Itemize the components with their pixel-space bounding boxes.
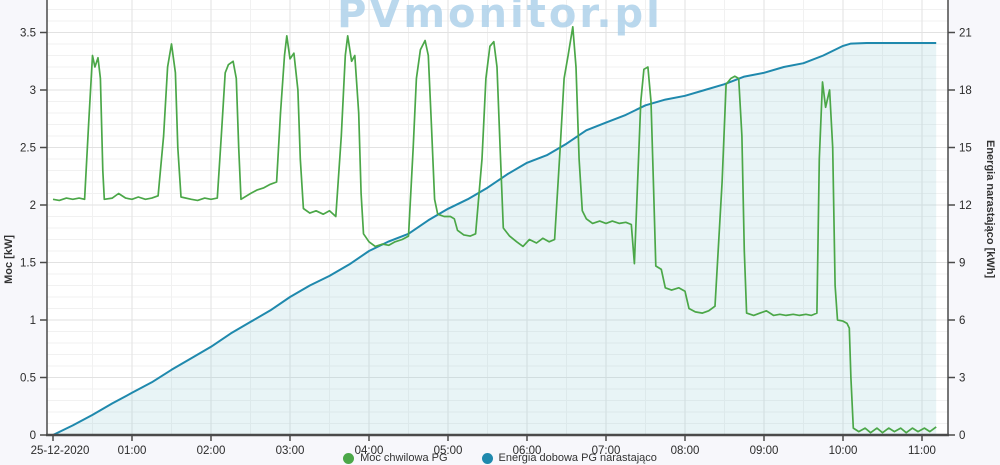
legend-item-energy[interactable]: Energia dobowa PG narastająco xyxy=(481,452,657,464)
left-tick-label: 3 xyxy=(30,85,36,97)
chart-legend: Moc chwilowa PG Energia dobowa PG narast… xyxy=(0,452,1000,464)
energy-area-fill xyxy=(53,43,937,435)
x-tick-label: 04:00 xyxy=(355,445,384,457)
power-line-series xyxy=(52,25,937,434)
power-series-dot-icon xyxy=(343,452,355,464)
left-axis-title: Moc [kW] xyxy=(3,235,15,284)
x-tick-label: 25-12-2020 xyxy=(31,445,90,457)
energy-line-series xyxy=(52,42,937,436)
left-tick-label: 2.5 xyxy=(20,143,36,155)
right-tick-label: 21 xyxy=(959,28,972,40)
left-tick-label: 2 xyxy=(30,200,36,212)
left-tick-label: 1.5 xyxy=(20,258,36,270)
x-tick-label: 05:00 xyxy=(434,445,463,457)
right-tick-label: 6 xyxy=(959,315,965,327)
legend-label-energy: Energia dobowa PG narastająco xyxy=(498,452,657,464)
right-tick-label: 12 xyxy=(959,200,972,212)
x-tick-label: 06:00 xyxy=(513,445,542,457)
legend-item-power[interactable]: Moc chwilowa PG xyxy=(343,452,448,464)
x-tick-label: 07:00 xyxy=(592,445,621,457)
left-tick-label: 0.5 xyxy=(20,373,36,385)
right-tick-label: 0 xyxy=(959,430,965,442)
right-tick-label: 18 xyxy=(959,85,972,97)
energy-series-dot-icon xyxy=(481,452,493,464)
x-tick-label: 08:00 xyxy=(671,445,700,457)
left-tick-label: 1 xyxy=(30,315,36,327)
left-tick-label: 0 xyxy=(30,430,36,442)
x-tick-label: 02:00 xyxy=(197,445,226,457)
legend-label-power: Moc chwilowa PG xyxy=(360,452,448,464)
right-axis-title: Energia narastająco [kWh] xyxy=(984,140,996,279)
x-tick-label: 10:00 xyxy=(829,445,858,457)
left-tick-label: 3.5 xyxy=(20,28,36,40)
x-tick-label: 09:00 xyxy=(750,445,779,457)
right-tick-label: 3 xyxy=(959,373,965,385)
x-tick-label: 03:00 xyxy=(276,445,305,457)
x-tick-label: 01:00 xyxy=(118,445,147,457)
right-tick-label: 15 xyxy=(959,143,972,155)
x-tick-label: 11:00 xyxy=(908,445,936,457)
right-tick-label: 9 xyxy=(959,258,965,270)
